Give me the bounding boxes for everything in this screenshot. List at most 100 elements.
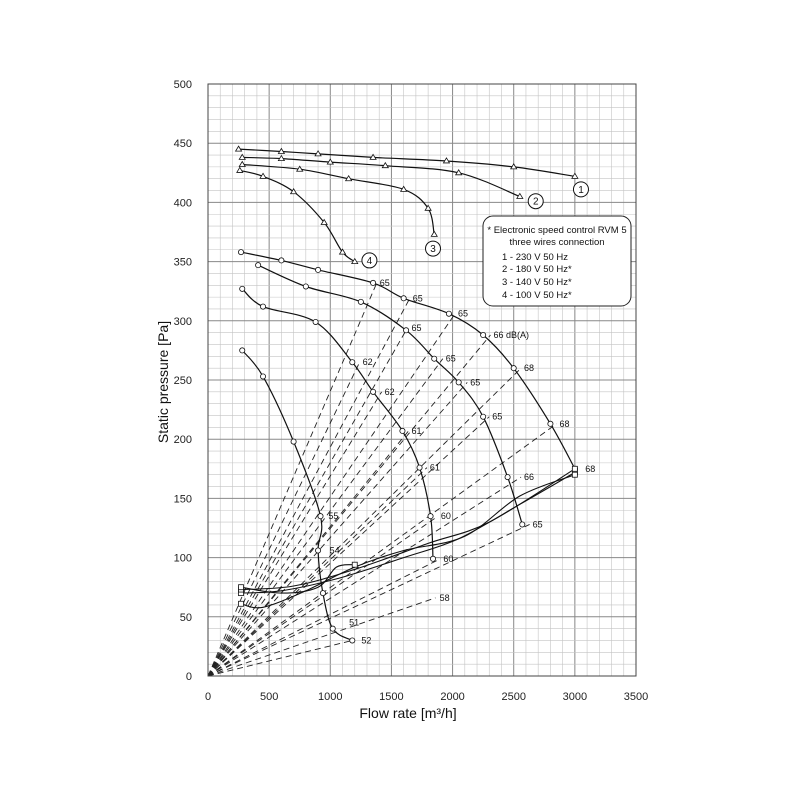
y-tick-label: 150 bbox=[174, 493, 192, 505]
efficiency-ray bbox=[207, 382, 468, 677]
efficiency-ray bbox=[207, 558, 441, 677]
fan-curve-3 bbox=[242, 163, 435, 235]
x-tick-label: 3500 bbox=[624, 691, 648, 703]
noise-level-label: 61 bbox=[412, 426, 422, 436]
circle-marker bbox=[329, 625, 336, 632]
x-tick-label: 3000 bbox=[563, 691, 587, 703]
triangle-marker bbox=[320, 218, 328, 225]
plot-frame bbox=[207, 83, 637, 677]
x-tick-label: 1500 bbox=[379, 691, 403, 703]
noise-level-label: 62 bbox=[385, 387, 395, 397]
triangle-marker bbox=[338, 248, 347, 255]
noise-level-label: 65 bbox=[533, 519, 543, 529]
noise-level-label: 65 bbox=[380, 278, 390, 288]
noise-level-label: 62 bbox=[363, 357, 373, 367]
efficiency-ray bbox=[207, 313, 456, 677]
circle-marker bbox=[427, 513, 434, 520]
fan-curve-1 bbox=[238, 148, 575, 177]
square-marker bbox=[238, 600, 244, 607]
circle-marker bbox=[239, 347, 246, 354]
circle-marker bbox=[480, 332, 487, 339]
circle-marker bbox=[416, 464, 423, 471]
lower-curve-L4 bbox=[240, 564, 355, 594]
efficiency-ray bbox=[207, 298, 411, 677]
noise-level-label: 55 bbox=[328, 511, 338, 521]
square-marker bbox=[571, 465, 578, 472]
triangle-marker bbox=[399, 185, 408, 192]
circle-marker bbox=[290, 438, 297, 445]
triangle-marker bbox=[381, 161, 390, 169]
circle-marker bbox=[315, 547, 322, 554]
legend-line-6: 4 - 100 V 50 Hz* bbox=[502, 290, 572, 301]
legend-line-2: three wires connection bbox=[509, 237, 604, 248]
dashed-efficiency-rays bbox=[207, 282, 557, 677]
efficiency-ray bbox=[207, 391, 383, 677]
triangle-marker bbox=[351, 257, 359, 264]
noise-level-label: 54 bbox=[330, 545, 340, 555]
triangle-marker bbox=[314, 150, 322, 157]
noise-level-label: 60 bbox=[443, 554, 453, 564]
curve-badge-2 bbox=[527, 193, 544, 210]
efficiency-ray bbox=[207, 423, 557, 677]
x-axis-title: Flow rate [m³/h] bbox=[359, 705, 456, 721]
efficiency-ray bbox=[207, 416, 490, 677]
grid bbox=[207, 83, 637, 677]
y-tick-label: 250 bbox=[174, 375, 192, 387]
legend-frame bbox=[482, 215, 632, 307]
circle-marker bbox=[349, 637, 356, 644]
circle-marker bbox=[445, 310, 452, 317]
circle-marker bbox=[312, 318, 319, 325]
efficiency-ray bbox=[207, 430, 409, 677]
x-tick-label: 2500 bbox=[501, 691, 525, 703]
curve-badge-label: 2 bbox=[533, 197, 539, 208]
circle-marker bbox=[403, 327, 410, 334]
efficiency-ray bbox=[207, 330, 407, 677]
y-tick-label: 500 bbox=[174, 79, 192, 91]
circle-marker bbox=[430, 555, 437, 562]
circle-marker bbox=[278, 257, 285, 264]
efficiency-ray bbox=[207, 476, 522, 677]
triangle-marker bbox=[277, 154, 286, 161]
circle-marker bbox=[370, 279, 377, 286]
axes: 0 500 1000 1500 2000 2500 3000 3500050100150200… bbox=[174, 79, 649, 703]
circle-marker bbox=[370, 388, 377, 395]
y-tick-label: 50 bbox=[180, 612, 192, 624]
system-curve-A bbox=[240, 251, 576, 470]
triangle-marker bbox=[510, 163, 518, 170]
circle-marker bbox=[260, 373, 267, 380]
triangle-marker bbox=[344, 174, 353, 182]
x-tick-label: 500 bbox=[260, 691, 278, 703]
triangle-marker bbox=[234, 145, 243, 152]
circle-marker bbox=[315, 266, 322, 273]
curve-labels: 1 2 3 4 65 65 65 66 dB(A) 68 68 68 65 65 65 65 66 65 62 62… bbox=[328, 181, 595, 645]
triangle-marker bbox=[289, 187, 298, 195]
noise-level-label: 52 bbox=[361, 635, 371, 645]
system-curve-D bbox=[241, 350, 353, 642]
efficiency-ray bbox=[207, 282, 378, 677]
circle-marker bbox=[317, 513, 324, 520]
triangle-marker bbox=[326, 158, 334, 165]
circle-marker bbox=[455, 379, 462, 386]
noise-level-label: 65 bbox=[446, 354, 456, 364]
circle-marker bbox=[431, 355, 438, 362]
efficiency-ray bbox=[207, 367, 522, 677]
efficiency-ray bbox=[207, 362, 361, 677]
noise-level-label: 65 bbox=[412, 323, 422, 333]
circle-marker bbox=[349, 359, 356, 366]
y-tick-label: 300 bbox=[174, 316, 192, 328]
triangle-marker bbox=[236, 166, 244, 173]
square-marker bbox=[238, 584, 244, 591]
noise-level-label: 60 bbox=[441, 511, 451, 521]
efficiency-ray bbox=[207, 524, 530, 677]
circle-marker bbox=[519, 521, 526, 528]
lower-curve-L2 bbox=[240, 468, 576, 591]
circle-marker bbox=[260, 303, 267, 310]
y-axis-title: Static pressure [Pa] bbox=[155, 321, 171, 443]
efficiency-ray bbox=[207, 358, 444, 677]
y-tick-label: 400 bbox=[174, 197, 192, 209]
x-tick-label: 2000 bbox=[440, 691, 464, 703]
circle-marker bbox=[400, 295, 407, 302]
triangle-marker bbox=[424, 204, 432, 211]
curve-badge-3 bbox=[425, 240, 442, 257]
